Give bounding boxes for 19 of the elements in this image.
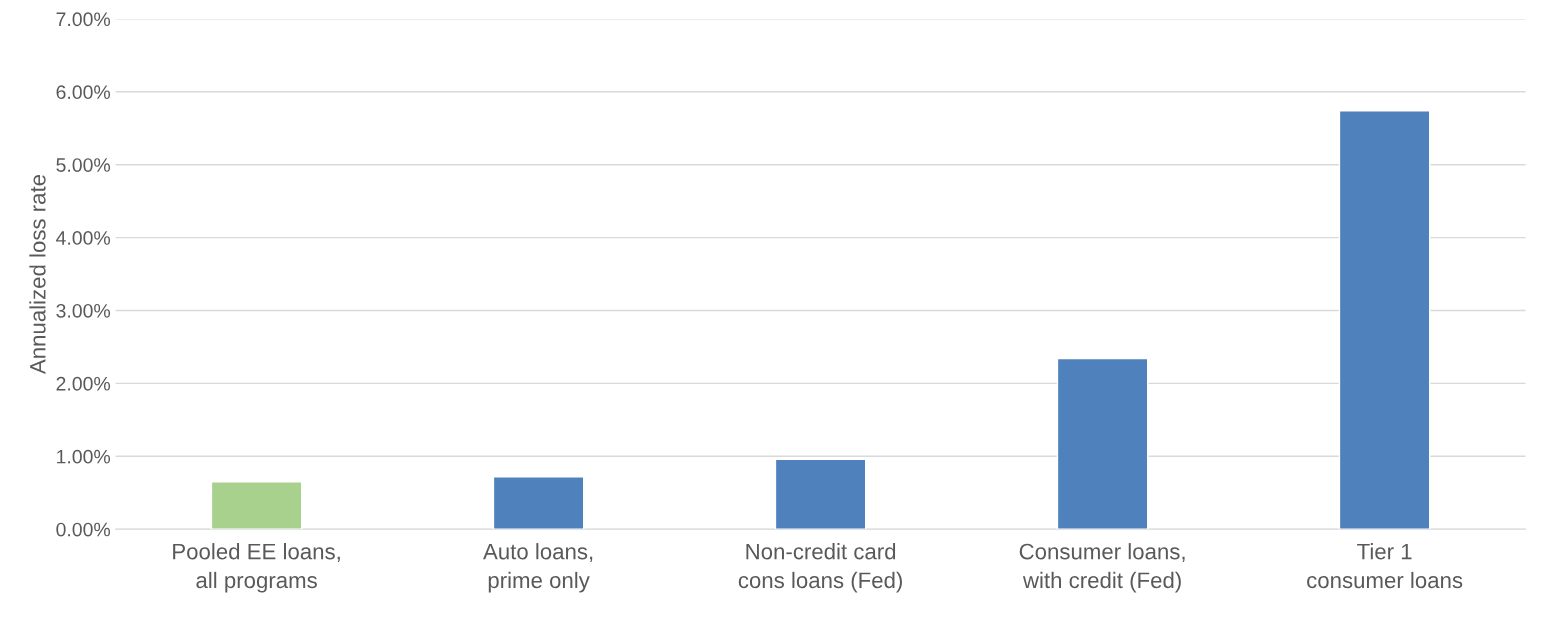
y-tick-label: 1.00% (57, 449, 111, 464)
y-tick-label: 7.00% (56, 12, 111, 27)
x-tick-label: Consumer loans, with credit (Fed) (1019, 543, 1185, 593)
bar (492, 476, 585, 530)
y-tick-label: 6.00% (56, 85, 111, 100)
y-tick-label: 3.00% (56, 303, 111, 318)
y-axis-title: Annualized loss rate (29, 174, 46, 375)
y-tick-label: 4.00% (56, 231, 111, 245)
bar (1056, 357, 1149, 530)
x-tick-label: Tier 1 consumer loans (1307, 543, 1463, 589)
bar (774, 458, 867, 530)
x-tick-label: Non-credit card cons loans (Fed) (738, 543, 902, 593)
y-tick-label: 2.00% (56, 376, 111, 391)
y-tick-label: 5.00% (56, 158, 111, 172)
bar (210, 481, 303, 530)
x-tick-label: Pooled EE loans, all programs (173, 543, 340, 593)
bar (1338, 110, 1431, 530)
y-tick-label: 0.00% (56, 522, 111, 537)
x-tick-label: Auto loans, prime only (483, 543, 593, 593)
